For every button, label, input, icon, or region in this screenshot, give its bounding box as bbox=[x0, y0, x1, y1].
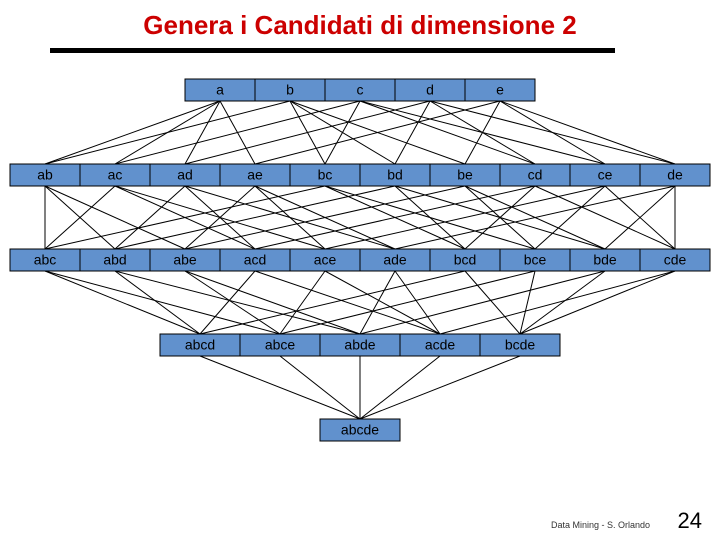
node-label: ad bbox=[177, 167, 193, 183]
edge bbox=[45, 186, 185, 249]
node-label: abe bbox=[173, 252, 197, 268]
node-label: abcde bbox=[341, 422, 379, 438]
node-label: de bbox=[667, 167, 683, 183]
edge bbox=[535, 186, 675, 249]
edge bbox=[115, 271, 360, 334]
edge bbox=[255, 186, 535, 249]
edge bbox=[45, 271, 280, 334]
edge bbox=[185, 271, 280, 334]
node-label: ace bbox=[314, 252, 337, 268]
edge bbox=[520, 271, 675, 334]
edge bbox=[500, 101, 605, 164]
edge bbox=[115, 186, 185, 249]
node-label: bcd bbox=[454, 252, 477, 268]
edge bbox=[185, 101, 220, 164]
node-label: b bbox=[286, 82, 294, 98]
edge bbox=[200, 271, 255, 334]
footer-credit: Data Mining - S. Orlando bbox=[551, 520, 650, 530]
edge bbox=[360, 101, 535, 164]
node-label: acd bbox=[244, 252, 267, 268]
node-label: bde bbox=[593, 252, 617, 268]
edge bbox=[280, 356, 360, 419]
node-label: be bbox=[457, 167, 473, 183]
edge bbox=[45, 271, 200, 334]
edge bbox=[115, 101, 360, 164]
edge bbox=[255, 101, 500, 164]
edge bbox=[360, 356, 440, 419]
node-label: abde bbox=[344, 337, 375, 353]
node-label: a bbox=[216, 82, 224, 98]
node-label: acde bbox=[425, 337, 456, 353]
edge bbox=[325, 101, 360, 164]
edge bbox=[115, 186, 395, 249]
edge bbox=[255, 186, 325, 249]
edge bbox=[185, 186, 465, 249]
edge bbox=[115, 271, 200, 334]
node-label: abd bbox=[103, 252, 126, 268]
node-label: bc bbox=[318, 167, 333, 183]
node-label: cde bbox=[664, 252, 687, 268]
edge bbox=[360, 271, 395, 334]
lattice-diagram: abcdeabacadaebcbdbecdcedeabcabdabeacdace… bbox=[0, 0, 720, 540]
edge bbox=[395, 271, 440, 334]
edge bbox=[185, 101, 430, 164]
edge bbox=[45, 101, 290, 164]
slide: Genera i Candidati di dimensione 2 abcde… bbox=[0, 0, 720, 540]
edge bbox=[255, 271, 440, 334]
node-label: ade bbox=[383, 252, 407, 268]
edge bbox=[395, 101, 430, 164]
node-label: bd bbox=[387, 167, 403, 183]
edge bbox=[500, 101, 675, 164]
node-label: ac bbox=[108, 167, 123, 183]
edge bbox=[325, 186, 605, 249]
edge bbox=[200, 356, 360, 419]
edge bbox=[360, 356, 520, 419]
node-label: bce bbox=[524, 252, 547, 268]
node-label: cd bbox=[528, 167, 543, 183]
edge bbox=[440, 271, 675, 334]
edge bbox=[325, 271, 440, 334]
node-label: ce bbox=[598, 167, 613, 183]
node-label: e bbox=[496, 82, 504, 98]
node-label: abcd bbox=[185, 337, 215, 353]
edge bbox=[45, 186, 325, 249]
node-label: bcde bbox=[505, 337, 536, 353]
node-label: abce bbox=[265, 337, 296, 353]
edge bbox=[395, 186, 465, 249]
node-label: abc bbox=[34, 252, 57, 268]
edge bbox=[395, 186, 675, 249]
edge bbox=[465, 271, 520, 334]
node-label: ae bbox=[247, 167, 263, 183]
edge bbox=[535, 186, 605, 249]
edge bbox=[45, 101, 220, 164]
edge bbox=[360, 271, 605, 334]
node-label: c bbox=[357, 82, 364, 98]
page-number: 24 bbox=[678, 508, 702, 534]
edge bbox=[465, 101, 500, 164]
node-label: ab bbox=[37, 167, 53, 183]
node-label: d bbox=[426, 82, 434, 98]
